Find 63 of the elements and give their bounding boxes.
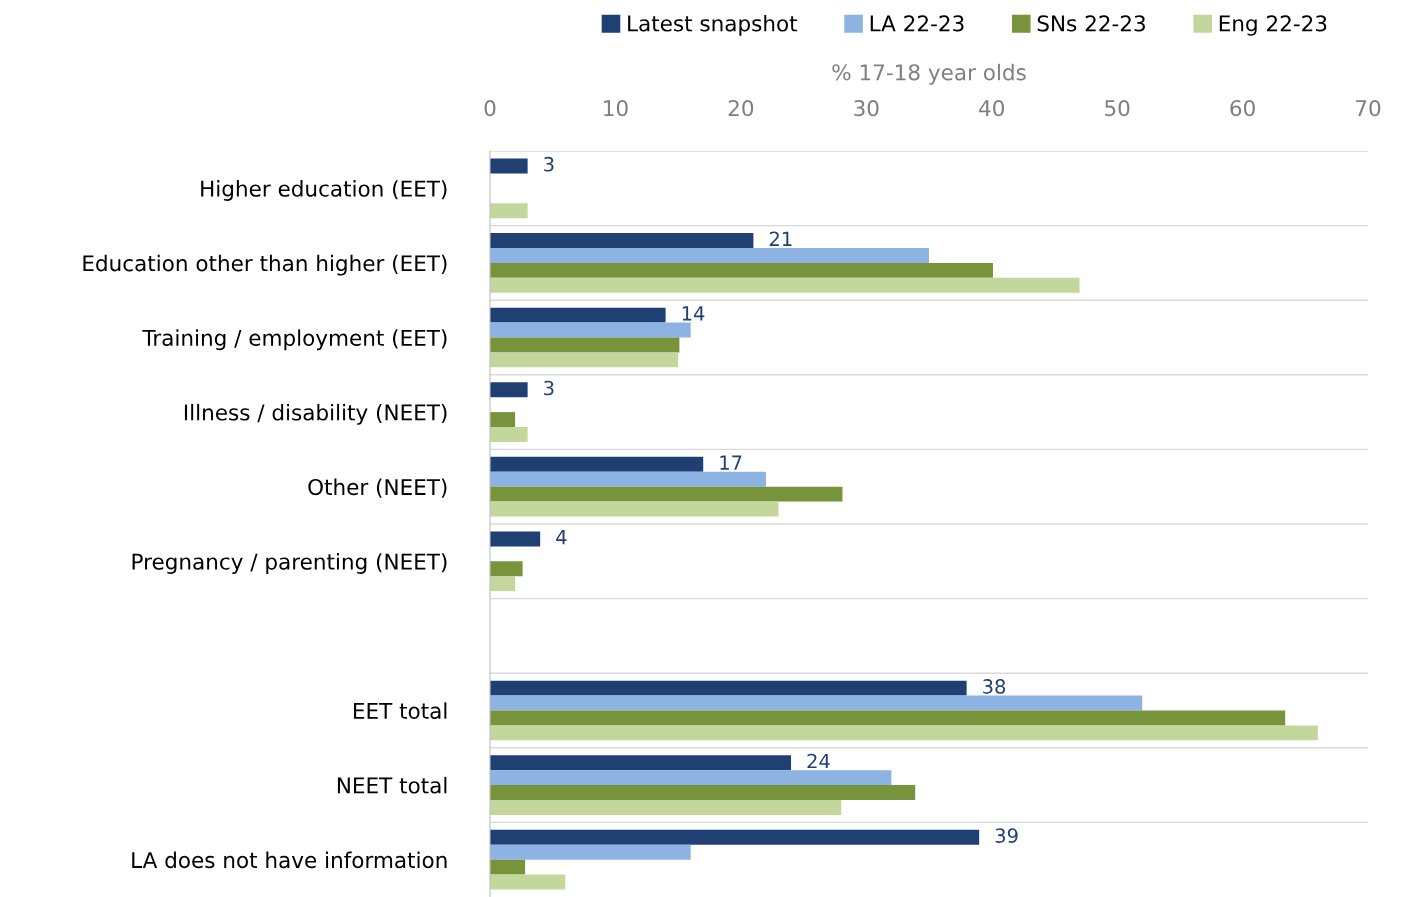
bar	[490, 158, 528, 174]
bar	[490, 337, 680, 353]
y-tick-label: Training / employment (EET)	[142, 329, 447, 351]
bar	[490, 800, 842, 815]
data-label: 39	[995, 828, 1018, 843]
y-tick-label: Illness / disability (NEET)	[184, 403, 447, 425]
bar	[490, 874, 566, 890]
bar	[490, 262, 993, 278]
bar	[490, 725, 1318, 741]
legend-label: Eng 22-23	[1219, 15, 1327, 36]
bar	[490, 785, 916, 801]
y-tick-label: NEET total	[337, 776, 447, 794]
data-label: 17	[720, 455, 742, 470]
y-tick-label: Other (NEET)	[308, 478, 447, 498]
bar	[490, 471, 766, 487]
legend-label: Latest snapshot	[628, 14, 798, 36]
x-tick-label: 20	[728, 99, 754, 117]
bar	[490, 576, 516, 592]
y-tick-label: EET total	[354, 702, 447, 719]
data-label: 3	[544, 380, 554, 396]
x-axis-title: % 17-18 year olds	[832, 63, 1026, 85]
bar	[490, 710, 1286, 726]
bar	[490, 531, 541, 547]
y-tick-label: Higher education (EET)	[201, 180, 447, 201]
bar	[490, 755, 792, 771]
data-label: 38	[983, 679, 1006, 694]
y-tick-label: LA does not have information	[132, 851, 447, 869]
data-label: 4	[556, 530, 567, 545]
bar	[490, 456, 704, 472]
bar	[490, 352, 679, 368]
bar	[490, 277, 1080, 293]
bar	[490, 247, 929, 263]
bar	[490, 561, 523, 577]
x-tick-label: 40	[979, 99, 1004, 117]
bar	[490, 695, 1143, 711]
bar	[490, 486, 843, 502]
bar	[490, 322, 691, 338]
data-label: 21	[769, 231, 792, 246]
bar	[490, 382, 528, 398]
bar	[490, 233, 754, 248]
bar	[490, 680, 967, 696]
y-tick-label: Education other than higher (EET)	[83, 254, 447, 276]
y-tick-label: Pregnancy / parenting (NEET)	[132, 553, 447, 574]
bar	[490, 501, 779, 517]
bar	[490, 770, 892, 786]
legend-label: SNs 22-23	[1037, 15, 1145, 32]
bar	[490, 859, 526, 875]
data-label: 3	[544, 156, 554, 172]
x-tick-label: 60	[1230, 99, 1255, 117]
data-label: 24	[807, 753, 830, 769]
bar	[490, 307, 666, 323]
bar	[490, 412, 516, 428]
x-tick-label: 70	[1356, 99, 1381, 117]
x-tick-label: 0	[484, 99, 496, 117]
data-label: 14	[682, 306, 705, 321]
bar	[490, 203, 528, 219]
x-tick-label: 30	[854, 99, 879, 117]
legend-label: LA 22-23	[870, 15, 964, 32]
x-tick-label: 10	[604, 99, 628, 117]
bar	[490, 844, 691, 860]
x-tick-label: 50	[1105, 99, 1130, 117]
bar	[490, 427, 528, 442]
bar	[490, 829, 980, 845]
